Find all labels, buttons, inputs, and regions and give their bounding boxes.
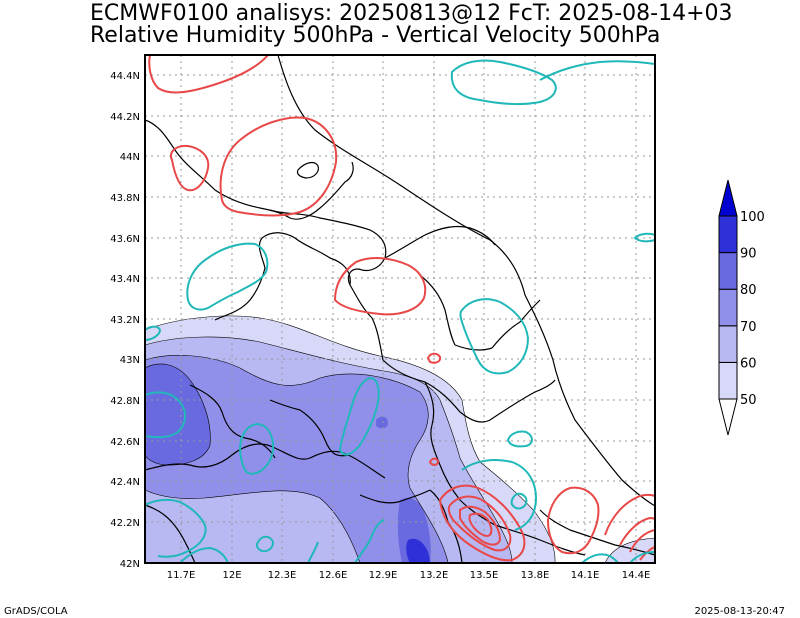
latitude-labels: 44.4N 44.2N 44N 43.8N 43.6N 43.4N 43.2N …	[110, 71, 140, 570]
humidity-shading	[145, 315, 655, 563]
lon-label: 14.1E	[571, 570, 600, 581]
lon-label: 12.6E	[319, 570, 348, 581]
colorbar: 50 60 70 80 90 100	[718, 179, 765, 436]
colorbar-label: 90	[740, 247, 757, 262]
colorbar-segment	[718, 361, 738, 400]
colorbar-upper-triangle	[718, 179, 738, 217]
plot-frame	[144, 54, 656, 564]
lon-label: 13.2E	[420, 570, 449, 581]
longitude-labels: 11.7E 12E 12.3E 12.6E 12.9E 13.2E 13.5E …	[167, 570, 651, 581]
lon-label: 12E	[222, 570, 241, 581]
humidity-80-90-region	[145, 364, 211, 466]
lon-label: 12.3E	[268, 570, 297, 581]
san-marino-border	[296, 161, 319, 179]
lat-label: 43.4N	[110, 274, 140, 285]
lat-label: 44.2N	[110, 112, 140, 123]
region-border-marche-south	[382, 359, 556, 423]
lon-label: 13.5E	[470, 570, 499, 581]
lon-label: 11.7E	[167, 570, 196, 581]
region-border-tuscany	[189, 384, 276, 459]
humidity-contours	[144, 315, 656, 564]
colorbar-segment	[718, 325, 738, 363]
humidity-70-80-region	[145, 355, 448, 563]
vertical-velocity-teal-contours	[144, 59, 656, 564]
adriatic-coastline	[277, 54, 656, 507]
lat-label: 43N	[120, 355, 140, 366]
region-border-marche-north	[269, 209, 387, 361]
colorbar-label: 60	[740, 356, 757, 371]
colorbar-label: 80	[740, 283, 757, 298]
colorbar-label: 50	[740, 393, 757, 408]
title-line-2: Relative Humidity 500hPa - Vertical Velo…	[90, 23, 660, 48]
colorbar-segment	[718, 252, 738, 290]
lat-label: 44N	[120, 152, 140, 163]
colorbar-segment	[718, 215, 738, 254]
region-border-abruzzo	[424, 381, 586, 556]
lat-label: 43.8N	[110, 193, 140, 204]
province-lines-umbria	[269, 399, 349, 457]
lat-label: 42.8N	[110, 396, 140, 407]
lat-label: 42.6N	[110, 437, 140, 448]
lat-label: 42N	[120, 559, 140, 570]
lat-label: 43.2N	[110, 315, 140, 326]
lon-label: 14.4E	[622, 570, 651, 581]
vertical-velocity-red-contours	[148, 54, 656, 562]
lat-label: 44.4N	[110, 71, 140, 82]
coastline-borders	[144, 54, 656, 564]
lat-label: 42.4N	[110, 477, 140, 488]
colorbar-label: 100	[740, 210, 765, 225]
colorbar-lower-triangle	[718, 398, 738, 436]
title-line-1: ECMWF0100 analisys: 20250813@12 FcT: 202…	[90, 1, 733, 26]
lat-label: 43.6N	[110, 234, 140, 245]
plot-area	[144, 54, 656, 564]
footer-right: 2025-08-13-20:47	[694, 606, 785, 617]
lon-label: 12.9E	[369, 570, 398, 581]
humidity-90-100-region	[406, 538, 430, 563]
lon-label: 13.8E	[521, 570, 550, 581]
province-lines-east	[539, 509, 656, 556]
region-border-umbria	[214, 232, 351, 321]
colorbar-label: 70	[740, 320, 757, 335]
footer-left: GrADS/COLA	[4, 606, 68, 617]
colorbar-segment	[718, 288, 738, 327]
lat-label: 42.2N	[110, 518, 140, 529]
humidity-small-blob	[376, 416, 388, 429]
